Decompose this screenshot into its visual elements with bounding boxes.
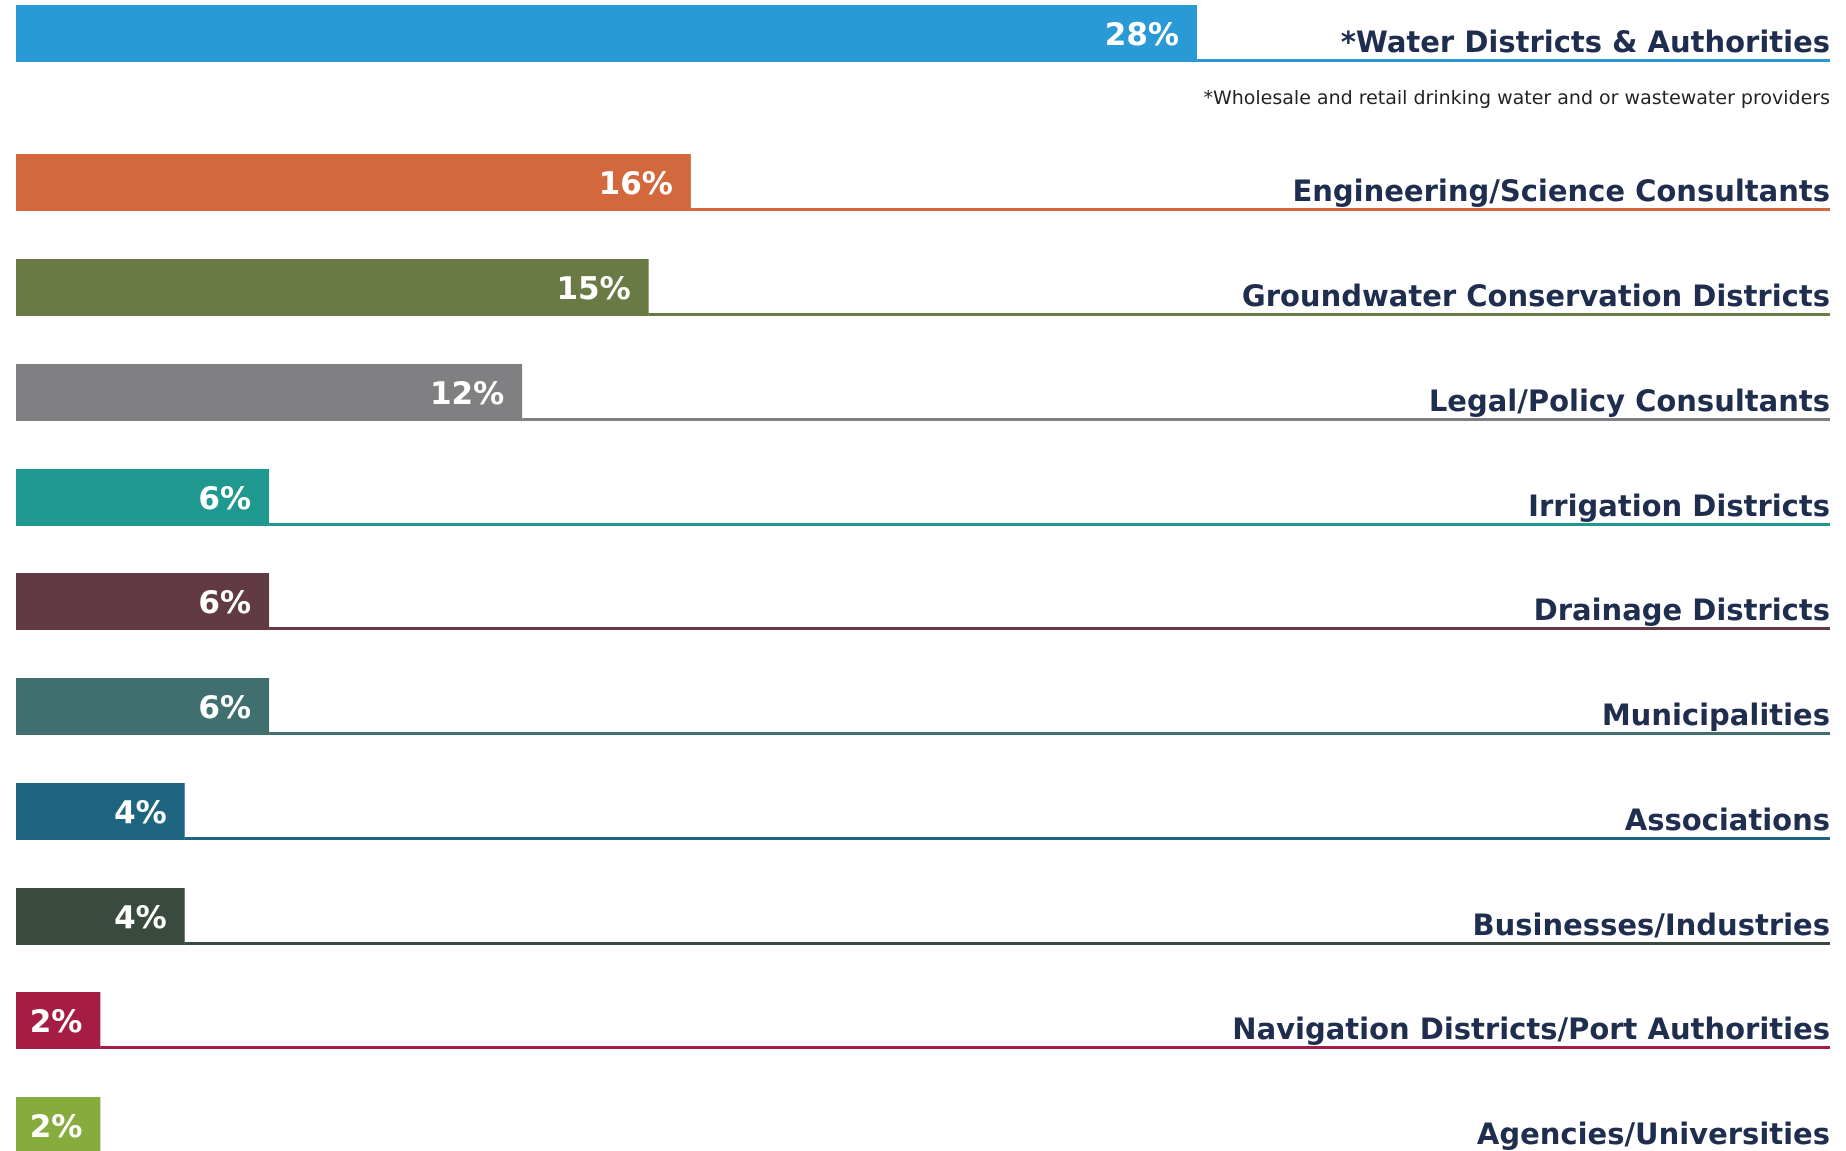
bar [16, 573, 270, 630]
category-label: Agencies/Universities [1477, 1117, 1830, 1151]
category-label: Groundwater Conservation Districts [1242, 279, 1830, 313]
bar [16, 469, 270, 526]
category-label: Businesses/Industries [1473, 908, 1830, 942]
value-label: 6% [198, 585, 251, 621]
bar [16, 259, 649, 316]
category-label: *Water Districts & Authorities [1341, 25, 1830, 59]
bar [16, 364, 523, 421]
value-label: 6% [198, 481, 251, 517]
value-label: 16% [599, 166, 673, 202]
value-label: 6% [198, 690, 251, 726]
bar [16, 888, 185, 945]
value-label: 4% [114, 795, 167, 831]
category-label: Drainage Districts [1534, 593, 1830, 627]
category-label: Legal/Policy Consultants [1429, 384, 1830, 418]
category-label: Engineering/Science Consultants [1292, 174, 1830, 208]
value-label: 12% [430, 376, 504, 412]
category-label: Municipalities [1602, 698, 1830, 732]
value-label: 28% [1105, 17, 1179, 53]
annotation: *Wholesale and retail drinking water and… [1203, 87, 1830, 109]
bar [16, 678, 270, 735]
value-label: 2% [30, 1004, 83, 1040]
bar [16, 992, 101, 1049]
category-label: Associations [1625, 803, 1830, 837]
value-label: 2% [30, 1109, 83, 1145]
category-label: Irrigation Districts [1528, 489, 1830, 523]
value-label: 4% [114, 900, 167, 936]
value-label: 15% [556, 271, 630, 307]
category-label: Navigation Districts/Port Authorities [1232, 1012, 1830, 1046]
bar [16, 5, 1197, 62]
bar [16, 1097, 101, 1151]
bar [16, 154, 691, 211]
bar [16, 783, 185, 840]
